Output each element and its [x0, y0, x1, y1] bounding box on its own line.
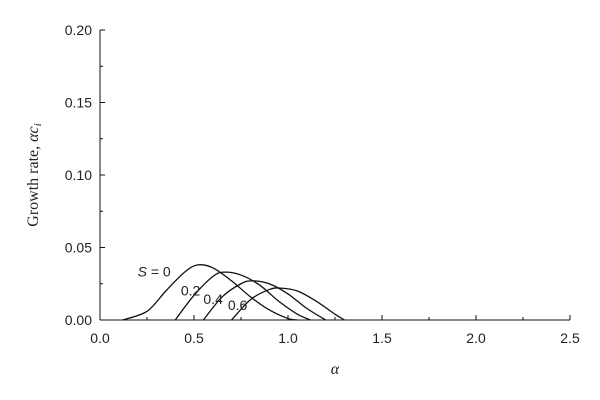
curve-labels: S = 0 0.20.4 0.6	[138, 264, 248, 313]
y-axis-title-subscript: i	[32, 123, 44, 126]
x-tick-label: 0.5	[184, 330, 204, 346]
x-ticks: 0.0 0.5 1.0 1.5 2.0 2.5	[90, 315, 580, 346]
x-tick-label: 0.0	[90, 330, 110, 346]
x-tick-label: 1.5	[372, 330, 392, 346]
y-ticks: 0.00 0.05 0.10 0.15 0.20	[65, 22, 105, 328]
curve-series-1	[174, 271, 311, 321]
y-tick-label: 0.15	[65, 95, 92, 111]
y-axis-title: Growth rate, αci	[25, 123, 44, 226]
curve-series-2	[202, 280, 326, 321]
y-tick-label: 0.10	[65, 167, 92, 183]
curve-series-3	[231, 287, 345, 321]
curve-label-3: 0.6	[228, 297, 248, 313]
y-axis-title-prefix: Growth rate,	[25, 142, 42, 227]
y-tick-label: 0.20	[65, 22, 92, 38]
x-tick-label: 1.0	[278, 330, 298, 346]
curve-label-1: 0.2	[181, 282, 201, 298]
y-tick-label: 0.00	[65, 312, 92, 328]
curve-series-0	[122, 264, 298, 321]
x-tick-label: 2.0	[466, 330, 486, 346]
x-tick-label: 2.5	[560, 330, 580, 346]
y-tick-label: 0.05	[65, 240, 92, 256]
y-axis-title-symbol: αc	[25, 126, 42, 142]
curve-label-2: 0.4	[203, 291, 223, 307]
curve-label-0: S = 0	[138, 264, 171, 280]
curves	[122, 264, 345, 321]
x-axis-title: α	[331, 361, 340, 378]
